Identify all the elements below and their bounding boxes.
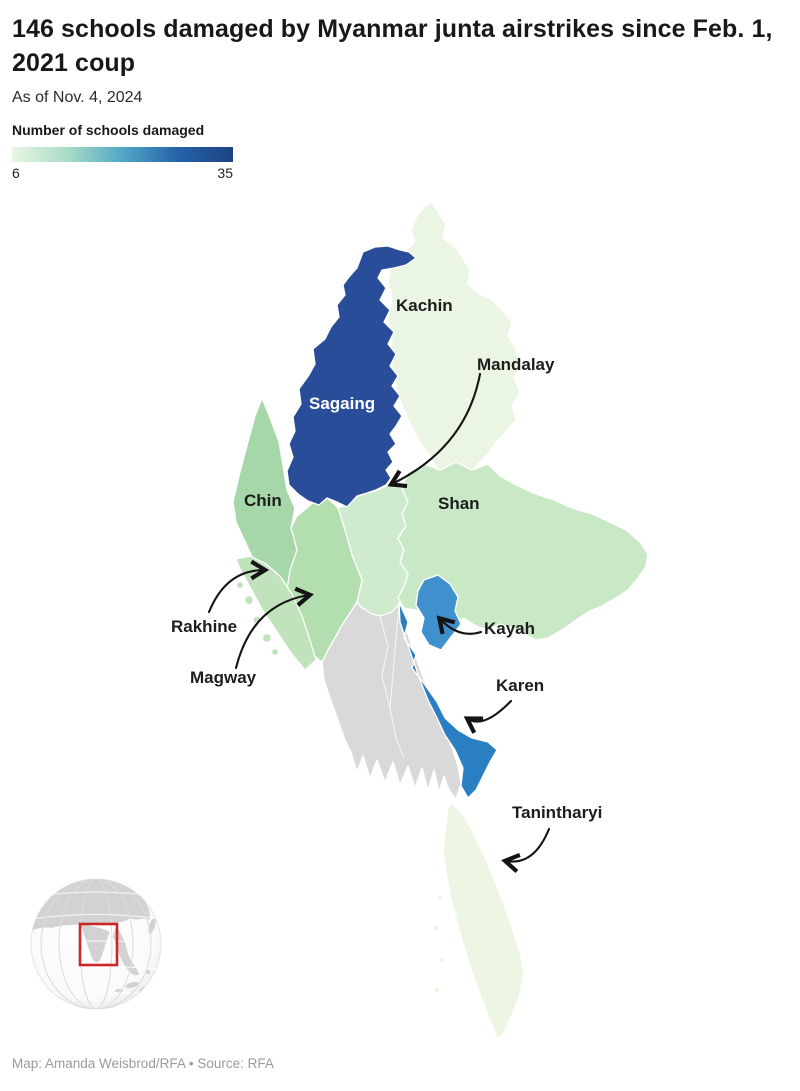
page-title: 146 schools damaged by Myanmar junta air… [12,15,773,77]
arrow-mandalay [387,372,482,489]
map-label-mandalay: Mandalay [477,355,555,374]
subtitle-date: As of Nov. 4, 2024 [12,89,143,106]
globe-locator-inset [30,878,162,1010]
arrow-magway [234,586,314,670]
globe-highlight-rect [78,922,119,967]
map-label-sagaing: Sagaing [309,394,376,413]
arrow-rakhine [207,559,270,614]
arrow-tanintharyi [501,827,551,874]
legend-min-value: 6 [12,165,20,181]
map-label-kayah: Kayah [484,619,536,638]
region-no-data [321,601,462,800]
region-tanintharyi [432,801,525,1040]
legend-gradient-bar [12,147,233,162]
map-label-kachin: Kachin [396,296,453,315]
arrow-kayah [436,615,483,635]
no-data-internal-border [379,603,405,759]
legend-title: Number of schools damaged [12,122,205,138]
map-label-karen: Karen [496,676,545,695]
map-label-magway: Magway [190,668,257,687]
legend-max-value: 35 [217,165,233,181]
map-label-chin: Chin [244,491,282,510]
footer-credit: Map: Amanda Weisbrod/RFA • Source: RFA [12,1056,274,1071]
map-label-tanintharyi: Tanintharyi [512,803,603,822]
map-label-rakhine: Rakhine [171,617,238,636]
map-label-shan: Shan [438,494,480,513]
myanmar-choropleth-map [207,201,649,1040]
region-karen [398,601,498,799]
region-kachin [387,201,521,491]
legend-scale: 6 35 [12,165,233,181]
arrow-karen [463,699,513,734]
